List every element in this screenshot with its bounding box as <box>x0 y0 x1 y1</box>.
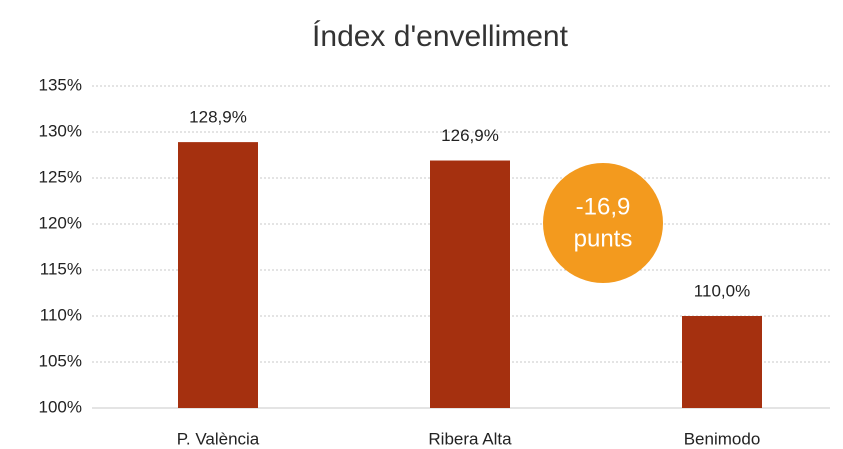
annotation-text: -16,9 <box>576 193 631 220</box>
chart-title: Índex d'envelliment <box>312 20 569 53</box>
y-tick-label: 115% <box>40 259 82 278</box>
y-tick-label: 135% <box>39 75 82 94</box>
y-tick-label: 130% <box>39 121 82 140</box>
data-label: 110,0% <box>694 281 750 300</box>
x-tick-label: P. València <box>177 429 260 448</box>
bar <box>682 316 762 408</box>
y-tick-label: 110% <box>40 305 82 324</box>
y-tick-label: 120% <box>39 213 82 232</box>
y-tick-label: 105% <box>39 351 82 370</box>
y-tick-label: 100% <box>39 397 82 416</box>
data-label: 128,9% <box>189 108 247 127</box>
data-label: 126,9% <box>441 126 499 145</box>
annotation-circle <box>543 163 663 283</box>
x-tick-label: Benimodo <box>684 429 761 448</box>
annotation-text: punts <box>574 225 633 252</box>
y-tick-label: 125% <box>39 167 82 186</box>
bar <box>430 160 510 408</box>
bar <box>178 142 258 408</box>
x-tick-label: Ribera Alta <box>428 429 512 448</box>
